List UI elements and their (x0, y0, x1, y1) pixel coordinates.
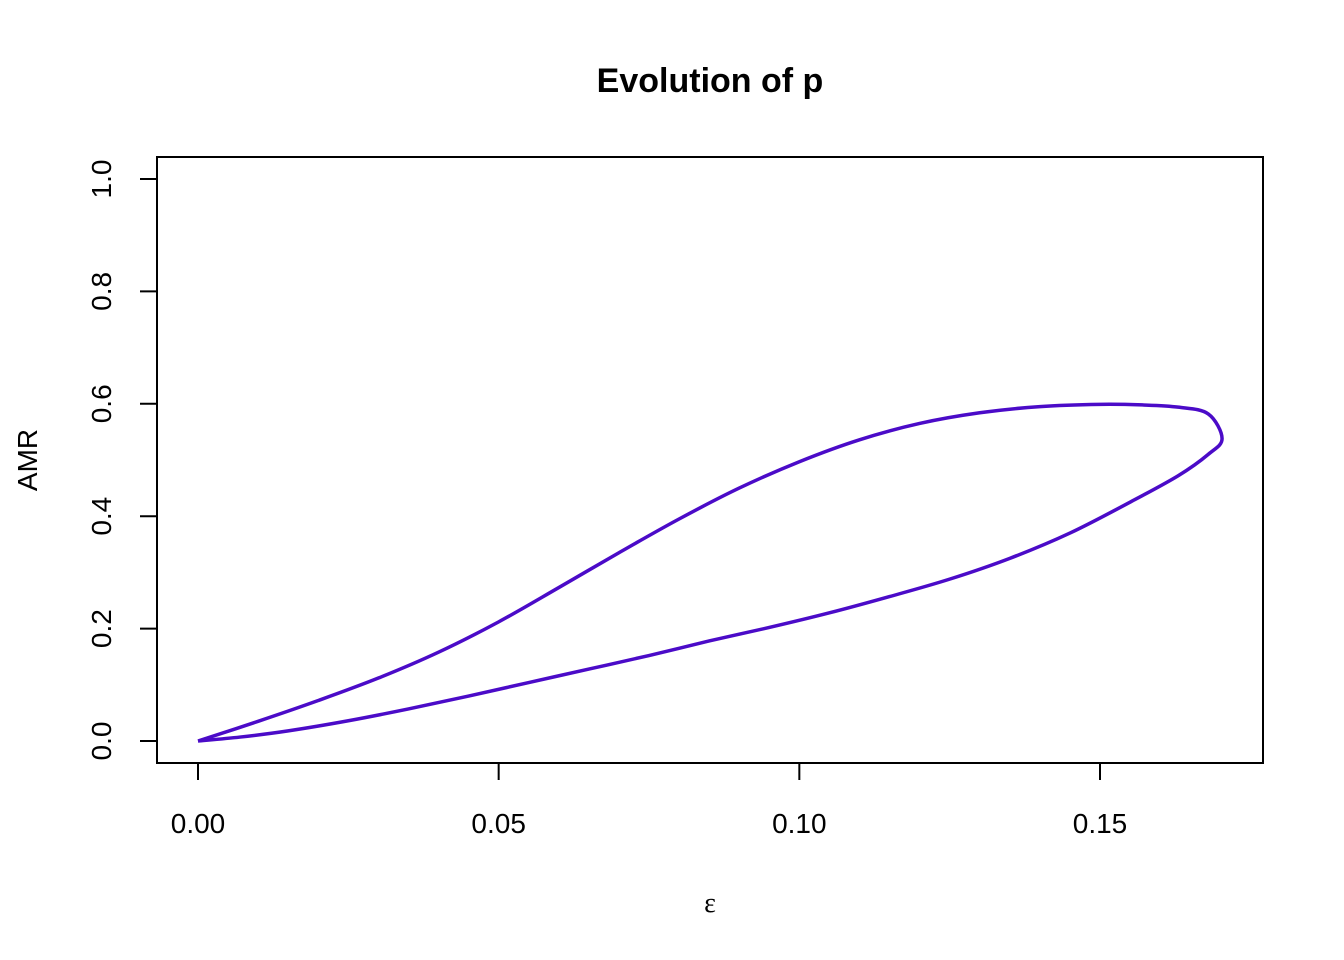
x-tick-label: 0.00 (171, 808, 226, 839)
y-tick-label: 0.0 (86, 722, 117, 761)
series-line (197, 402, 1224, 743)
x-tick-label: 0.10 (772, 808, 827, 839)
y-tick-label: 1.0 (86, 160, 117, 199)
y-tick-label: 0.8 (86, 272, 117, 311)
plot-frame (156, 156, 1264, 764)
x-axis: 0.00 0.05 0.10 0.15 (171, 762, 1128, 839)
y-axis: 0.0 0.2 0.4 0.6 0.8 1.0 (86, 160, 158, 761)
y-axis-label: AMR (12, 429, 43, 491)
x-axis-label: ε (704, 888, 716, 919)
y-tick-label: 0.2 (86, 609, 117, 648)
x-tick-label: 0.05 (471, 808, 526, 839)
x-tick-label: 0.15 (1073, 808, 1128, 839)
y-tick-label: 0.4 (86, 497, 117, 536)
chart-title: Evolution of p (597, 62, 824, 100)
y-tick-label: 0.6 (86, 384, 117, 423)
